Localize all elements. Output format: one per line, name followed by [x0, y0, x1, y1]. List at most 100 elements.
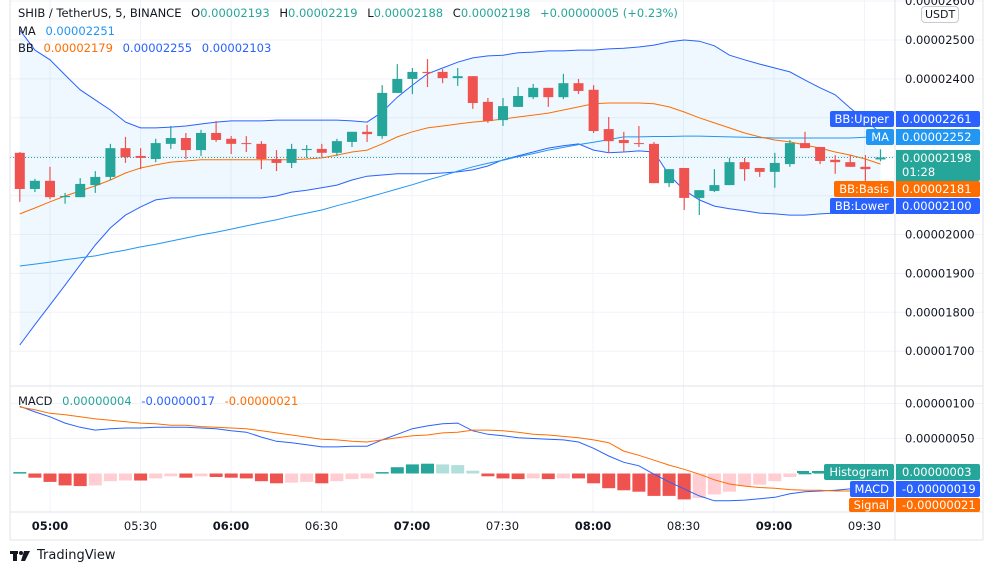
- candle-body: [271, 159, 282, 163]
- candle-down: [180, 132, 191, 160]
- candle-body: [377, 92, 388, 137]
- bb-legend-label: BB: [18, 41, 34, 55]
- bb-legend[interactable]: BB 0.00002179 0.00002255 0.00002103: [18, 41, 277, 55]
- macd-legend-label: MACD: [18, 394, 53, 408]
- main-pane[interactable]: [10, 29, 895, 346]
- macd-tag-value: -0.00000019: [896, 481, 980, 497]
- candle-body: [769, 162, 780, 172]
- ma-legend[interactable]: MA 0.00002251: [18, 24, 121, 38]
- candle-up: [347, 131, 357, 147]
- candle-up: [331, 138, 342, 156]
- histogram-bar: [647, 473, 661, 496]
- histogram-bar: [451, 465, 465, 474]
- candle-down: [800, 131, 810, 149]
- candle-body: [724, 162, 735, 186]
- candle-body: [543, 87, 554, 98]
- candle-body: [845, 162, 856, 167]
- histogram-bar: [194, 473, 208, 477]
- candle-body: [211, 132, 222, 140]
- candle-body: [664, 169, 675, 184]
- last-price-tag: 0.00002198 01:28: [896, 150, 980, 181]
- histogram-bar: [405, 464, 419, 474]
- histogram-bar: [677, 473, 691, 500]
- price-label: 0.00001800: [905, 305, 975, 319]
- candle-body: [452, 76, 463, 79]
- time-axis[interactable]: 05:00 05:30 06:00 06:30 07:00 07:30 08:00 08:30…: [32, 519, 881, 533]
- macd-axis[interactable]: 0.00000100 0.00000050: [905, 397, 975, 446]
- candle-down: [815, 146, 826, 165]
- price-label: 0.00002000: [905, 228, 975, 242]
- histogram-bar: [13, 472, 27, 474]
- brand-name: TradingView: [37, 548, 116, 563]
- candle-body: [437, 71, 448, 79]
- macd-legend[interactable]: MACD 0.00000004 -0.00000017 -0.00000021: [18, 394, 304, 408]
- tradingview-logo[interactable]: TradingView: [10, 548, 116, 563]
- histogram-bar: [390, 467, 404, 474]
- bb-upper-tag-label: BB:Upper: [829, 111, 894, 127]
- symbol-title[interactable]: SHIB / TetherUS, 5, BINANCE: [18, 6, 182, 20]
- candle-body: [241, 143, 252, 145]
- histogram-bar: [345, 473, 359, 480]
- candle-up: [60, 192, 71, 204]
- candle-body: [467, 76, 478, 104]
- histogram-bar: [209, 473, 223, 477]
- histogram-bar: [285, 473, 299, 483]
- candle-body: [316, 148, 327, 153]
- histogram-bar: [466, 470, 480, 474]
- macd-legend-value: -0.00000017: [141, 394, 215, 408]
- price-label: 0.00002500: [905, 33, 975, 47]
- candle-up: [407, 68, 418, 95]
- histogram-bar: [707, 473, 721, 495]
- macd-axis-label: 0.00000100: [905, 397, 975, 411]
- tradingview-logo-icon: [10, 550, 30, 561]
- price-axis[interactable]: 0.00002600 0.00002500 0.00002400 0.00002000…: [905, 0, 975, 358]
- candle-down: [679, 167, 690, 210]
- candle-body: [14, 152, 25, 189]
- candle-body: [558, 83, 569, 98]
- candle-body: [75, 183, 86, 198]
- histogram-bar: [541, 473, 555, 480]
- candle-body: [875, 157, 886, 160]
- high-value: 0.00002219: [288, 6, 358, 20]
- candle-up: [664, 169, 675, 188]
- ma-line: [19, 135, 881, 267]
- histogram-bar: [526, 473, 540, 479]
- candle-down: [211, 120, 222, 142]
- histogram-bar: [103, 473, 117, 482]
- currency-badge[interactable]: USDT: [921, 6, 960, 23]
- candle-body: [422, 71, 433, 74]
- candle-body: [301, 148, 312, 151]
- histogram-bar: [375, 472, 389, 474]
- candle-body: [618, 139, 629, 144]
- candle-body: [603, 129, 614, 142]
- signal-tag-label: Signal: [848, 498, 894, 512]
- bb-basis-line: [19, 102, 881, 215]
- candle-up: [452, 68, 463, 86]
- candle-down: [271, 150, 282, 172]
- candle-up: [724, 157, 735, 186]
- histogram-bar: [224, 473, 238, 478]
- price-label: 0.00001700: [905, 344, 975, 358]
- histogram-bar: [179, 473, 193, 478]
- candle-body: [588, 89, 599, 132]
- signal-line: [19, 406, 881, 492]
- histogram-bar: [738, 473, 752, 487]
- histogram-bar: [360, 473, 374, 479]
- macd-line: [19, 405, 881, 502]
- candle-up: [29, 178, 40, 193]
- candle-down: [543, 87, 554, 107]
- candle-body: [573, 83, 584, 91]
- candle-body: [392, 78, 403, 93]
- signal-tag-value: -0.00000021: [896, 498, 980, 512]
- candle-body: [286, 148, 297, 163]
- macd-pane[interactable]: [13, 405, 887, 502]
- candle-body: [90, 176, 101, 186]
- candle-down: [362, 124, 373, 142]
- candle-body: [362, 131, 373, 135]
- high-label: H: [279, 6, 289, 20]
- candle-body: [60, 195, 71, 198]
- histogram-bar: [164, 473, 178, 477]
- candle-down: [603, 117, 614, 153]
- candle-body: [694, 190, 705, 198]
